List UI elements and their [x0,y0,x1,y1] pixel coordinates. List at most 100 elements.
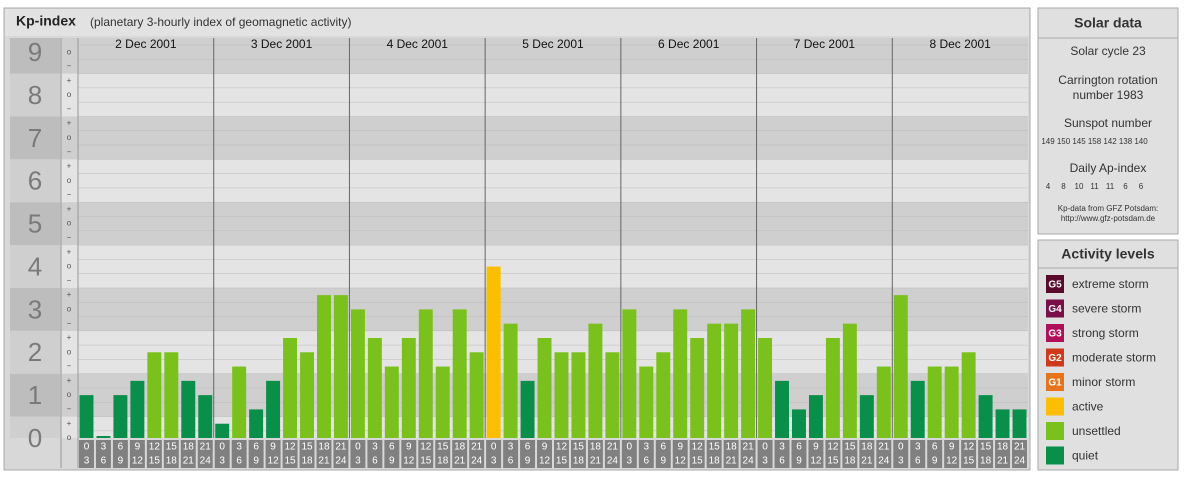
bar [775,380,789,438]
y-subtick-label: o [67,262,72,271]
x-tick-label: 12 [539,456,551,467]
bar [893,295,908,438]
x-tick-label: 9 [135,442,141,453]
hour-box [706,440,722,468]
hour-box [248,440,264,468]
x-tick-label: 9 [932,456,938,467]
legend-swatch [1046,397,1064,416]
bar [571,352,586,438]
band [10,245,60,288]
x-tick-label: 15 [963,456,975,467]
hour-box [214,440,230,468]
y-subtick-label: + [67,247,72,256]
bar [825,337,840,438]
x-tick-label: 15 [437,442,449,453]
hour-box [95,440,111,468]
hour-box [79,440,94,468]
x-tick-label: 18 [318,442,330,453]
y-tick-label: 5 [28,209,42,239]
bar [808,395,823,438]
x-tick-label: 3 [627,456,633,467]
y-subtick-label: − [67,362,72,371]
x-tick-label: 21 [590,456,602,467]
band [61,159,1028,203]
x-tick-label: 15 [980,442,992,453]
hour-box [689,440,705,468]
x-tick-label: 6 [236,456,242,467]
hour-box [604,440,620,468]
bar [876,366,891,438]
x-tick-label: 24 [743,456,755,467]
y-subtick-label: o [67,47,72,56]
x-tick-label: 21 [471,442,483,453]
x-tick-label: 12 [827,442,839,453]
sunspot-title: Sunspot number [1064,116,1152,130]
legend-label: strong storm [1072,326,1139,340]
legend-swatch [1046,446,1064,465]
legend-label: extreme storm [1072,277,1149,291]
hour-box [299,440,315,468]
hour-box [570,440,586,468]
y-tick-label: 4 [28,251,42,281]
y-subtick-label: − [67,104,72,113]
hour-box [842,440,858,468]
hour-box [672,440,688,468]
sunspot-value: 145 [1072,137,1086,146]
x-tick-label: 18 [437,456,449,467]
hour-box [333,440,349,468]
hour-box [978,440,994,468]
y-subtick-label: − [67,190,72,199]
solar-panel [1037,7,1179,235]
bar [554,352,569,438]
y-tick-label: 0 [28,423,42,453]
x-tick-label: 24 [1014,456,1026,467]
band [61,202,1028,246]
bar [401,337,416,438]
hour-box [163,440,179,468]
bar [283,337,298,438]
bar [418,309,433,438]
y-subtick-label: + [67,204,72,213]
x-tick-label: 21 [454,456,466,467]
bar [215,423,230,438]
y-subtick-label: + [67,162,72,171]
hour-box [723,440,739,468]
x-tick-label: 9 [118,456,124,467]
day-label: 8 Dec 2001 [929,37,991,51]
hour-box [384,440,400,468]
hour-box [825,440,841,468]
hour-box [231,440,247,468]
y-subtick-label: o [67,90,72,99]
x-tick-label: 9 [389,456,395,467]
bar [944,366,959,438]
hour-box [469,440,485,468]
bar [350,309,365,438]
x-tick-label: 18 [861,442,873,453]
bar [113,395,128,438]
source: http://www.gfz-potsdam.de [1061,214,1156,223]
sunspot-value: 142 [1103,137,1117,146]
x-tick-label: 24 [200,456,212,467]
y-subtick-label: + [67,290,72,299]
band [10,38,60,74]
y-subtick-label: + [67,419,72,428]
x-tick-label: 0 [627,442,633,453]
bar [164,352,179,438]
x-tick-label: 21 [743,442,755,453]
y-subtick-label: + [67,76,72,85]
ap-value: 11 [1106,182,1115,191]
x-tick-label: 12 [149,442,161,453]
x-tick-label: 0 [762,442,768,453]
y-subtick-label: − [67,147,72,156]
bar [181,380,196,438]
hour-box [927,440,943,468]
x-tick-label: 12 [556,442,568,453]
x-tick-label: 18 [997,442,1009,453]
hour-box [774,440,790,468]
day-label: 5 Dec 2001 [522,37,584,51]
x-tick-label: 12 [946,456,958,467]
y-tick-label: 7 [28,123,42,153]
bar [741,309,756,438]
x-tick-label: 21 [183,456,195,467]
